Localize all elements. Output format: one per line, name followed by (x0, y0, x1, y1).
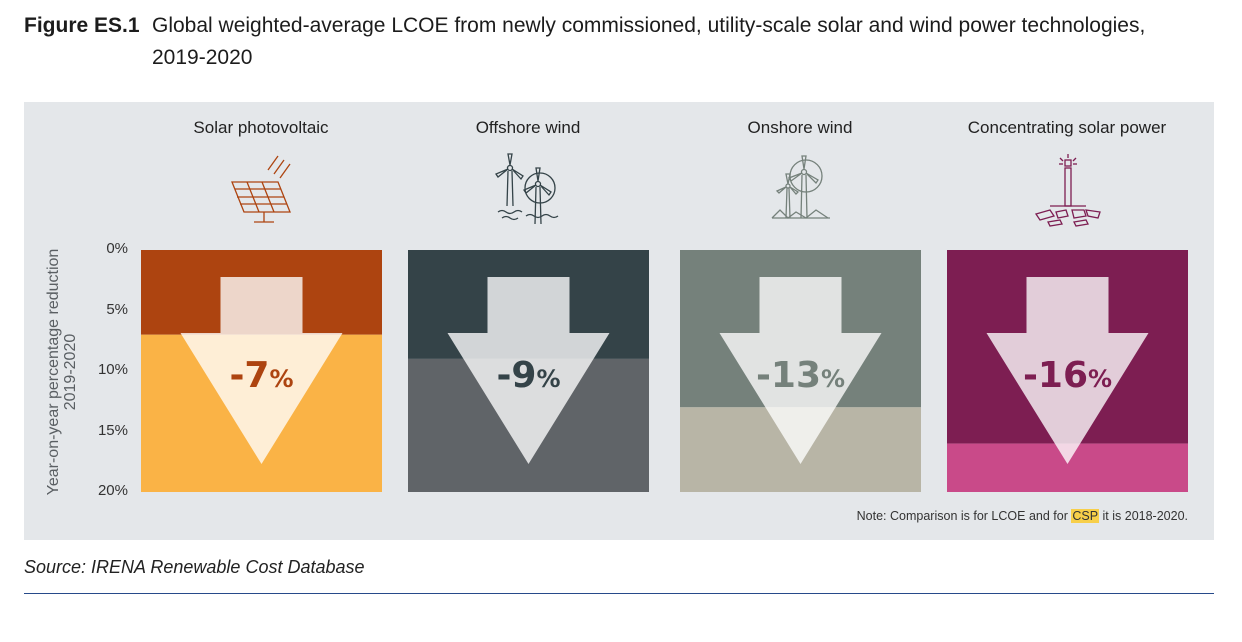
data-label: -9% (496, 355, 560, 396)
category-label-offshore-wind: Offshore wind (475, 118, 581, 137)
category-label-solar-pv: Solar photovoltaic (193, 118, 329, 137)
category-label-onshore-wind: Onshore wind (747, 118, 853, 137)
reduction-arrow (719, 277, 882, 464)
csp-tower-icon (1034, 154, 1101, 227)
data-label: -13% (756, 355, 845, 396)
note-prefix: Note: Comparison is for LCOE and for (856, 509, 1072, 523)
y-tick-label: 5% (106, 301, 128, 318)
solar-panel-icon (231, 155, 291, 223)
y-tick-label: 10% (97, 361, 128, 378)
chart-note: Note: Comparison is for LCOE and for CSP… (857, 509, 1188, 523)
footer-divider (24, 593, 1214, 594)
reduction-arrow (447, 277, 610, 464)
source-note: Source: IRENA Renewable Cost Database (24, 557, 365, 577)
y-tick-label: 0% (106, 240, 128, 257)
figure-label: Figure ES.1 (24, 14, 140, 37)
data-label: -16% (1023, 355, 1112, 396)
y-tick-label: 20% (97, 482, 128, 499)
reduction-arrow (986, 277, 1149, 464)
data-label: -7% (229, 355, 293, 396)
reduction-arrow (180, 277, 343, 464)
offshore-wind-turbine-icon (495, 153, 559, 225)
figure-title: Global weighted-average LCOE from newly … (152, 14, 1146, 69)
category-label-csp: Concentrating solar power (967, 118, 1167, 137)
note-suffix: it is 2018-2020. (1099, 509, 1188, 523)
note-highlight: CSP (1071, 509, 1100, 523)
y-tick-label: 15% (97, 422, 128, 439)
onshore-wind-turbine-icon (771, 155, 830, 219)
